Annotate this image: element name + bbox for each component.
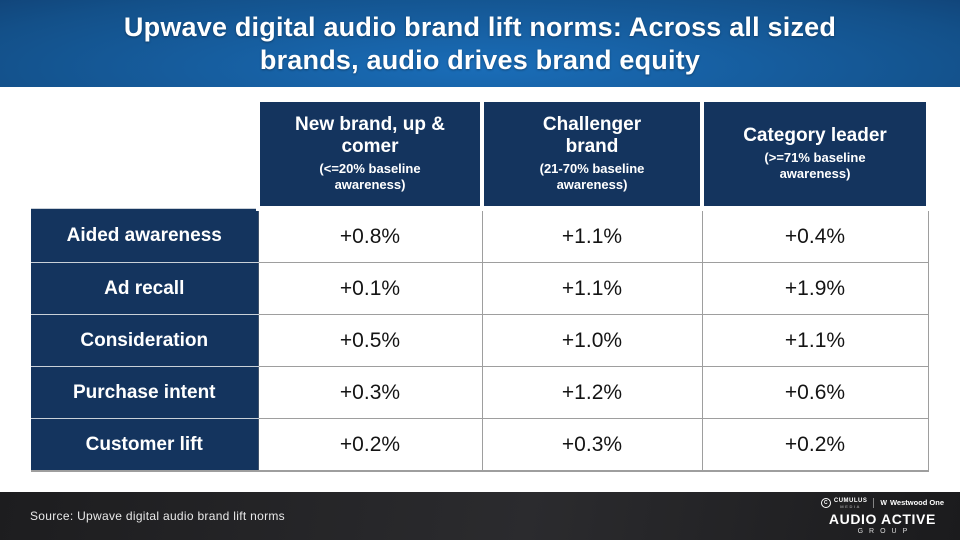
source-note: Source: Upwave digital audio brand lift … bbox=[30, 509, 285, 523]
value-cell: +1.1% bbox=[481, 262, 703, 315]
column-title: New brand, up & comer bbox=[295, 114, 445, 158]
westwood-one-label: Westwood One bbox=[889, 498, 944, 508]
audio-active-label: AUDIO ACTIVE bbox=[828, 510, 936, 527]
logo-divider bbox=[873, 498, 875, 508]
title-banner: Upwave digital audio brand lift norms: A… bbox=[0, 0, 960, 87]
logo-brands-row: C CUMULUS MEDIA W Westwood One bbox=[820, 498, 944, 509]
value-cell: +1.1% bbox=[701, 314, 929, 367]
value-cell: +0.4% bbox=[701, 208, 929, 263]
value-cell: +1.1% bbox=[481, 208, 703, 263]
column-subtitle: (21-70% baseline awareness) bbox=[539, 161, 645, 193]
table-row-aided-awareness: Aided awareness +0.8% +1.1% +0.4% bbox=[31, 208, 929, 263]
slide-title: Upwave digital audio brand lift norms: A… bbox=[123, 11, 837, 75]
row-label: Ad recall bbox=[31, 262, 259, 315]
table-row-ad-recall: Ad recall +0.1% +1.1% +1.9% bbox=[31, 262, 929, 315]
cumulus-media-icon: C bbox=[820, 498, 831, 508]
value-cell: +0.3% bbox=[257, 366, 483, 419]
brand-lift-table: New brand, up & comer (<=20% baseline aw… bbox=[31, 102, 930, 472]
column-header-category-leader: Category leader (>=71% baseline awarenes… bbox=[700, 102, 930, 211]
value-cell: +1.2% bbox=[481, 366, 703, 419]
value-cell: +0.6% bbox=[701, 366, 929, 419]
row-label: Aided awareness bbox=[31, 208, 259, 263]
value-cell: +0.2% bbox=[701, 418, 929, 472]
column-header-new-brand: New brand, up & comer (<=20% baseline aw… bbox=[256, 102, 484, 211]
cumulus-label: CUMULUS bbox=[833, 497, 868, 504]
table-row-consideration: Consideration +0.5% +1.0% +1.1% bbox=[31, 314, 929, 367]
westwood-one-icon: W bbox=[880, 499, 887, 507]
value-cell: +0.2% bbox=[257, 418, 483, 472]
row-label: Consideration bbox=[31, 314, 259, 367]
group-label: GROUP bbox=[857, 527, 914, 535]
audio-active-group-logo: C CUMULUS MEDIA W Westwood One AUDIO ACT… bbox=[820, 498, 944, 535]
value-cell: +0.1% bbox=[257, 262, 483, 315]
value-cell: +1.9% bbox=[701, 262, 929, 315]
value-cell: +0.8% bbox=[257, 208, 483, 263]
corner-cell bbox=[31, 102, 258, 209]
column-subtitle: (>=71% baseline awareness) bbox=[764, 150, 866, 182]
footer-bar: Source: Upwave digital audio brand lift … bbox=[0, 492, 960, 540]
cumulus-media-wordmark: CUMULUS MEDIA bbox=[834, 498, 868, 509]
value-cell: +0.5% bbox=[257, 314, 483, 367]
value-cell: +1.0% bbox=[481, 314, 703, 367]
column-subtitle: (<=20% baseline awareness) bbox=[319, 161, 421, 193]
value-cell: +0.3% bbox=[481, 418, 703, 472]
header-row: New brand, up & comer (<=20% baseline aw… bbox=[31, 102, 930, 211]
column-title: Category leader bbox=[743, 125, 887, 147]
media-label: MEDIA bbox=[840, 503, 861, 509]
row-label: Customer lift bbox=[31, 418, 259, 472]
column-header-challenger: Challenger brand (21-70% baseline awaren… bbox=[480, 102, 704, 211]
column-title: Challenger brand bbox=[542, 114, 642, 158]
row-label: Purchase intent bbox=[31, 366, 259, 419]
table-row-purchase-intent: Purchase intent +0.3% +1.2% +0.6% bbox=[31, 366, 929, 419]
table-row-customer-lift: Customer lift +0.2% +0.3% +0.2% bbox=[31, 418, 929, 472]
